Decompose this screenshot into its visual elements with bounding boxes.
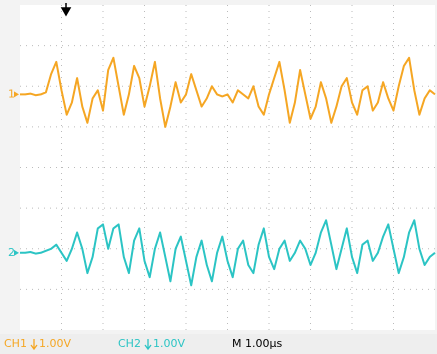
timebase: M 1.00µs: [232, 337, 282, 350]
page: {"chart_data": {"type": "line", "x": [0,…: [0, 0, 437, 354]
ch1-scale: 1.00V: [39, 337, 71, 350]
channel-marker: 2: [8, 246, 15, 259]
ch1-label: CH1: [4, 337, 27, 350]
ch2-scale: 1.00V: [153, 337, 185, 350]
scope-screen: CH1 1.00V CH2 1.00V M 1.00µs 1 2: [0, 0, 437, 354]
channel-marker: 1: [8, 87, 15, 100]
ch2-label: CH2: [118, 337, 141, 350]
